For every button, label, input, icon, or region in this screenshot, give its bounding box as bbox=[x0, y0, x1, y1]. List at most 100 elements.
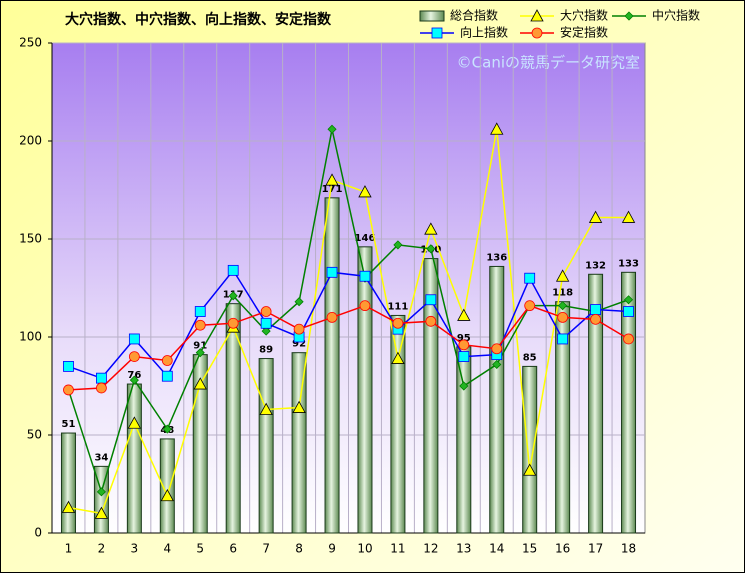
point bbox=[161, 370, 173, 382]
point bbox=[228, 291, 238, 301]
x-tick-label: 6 bbox=[229, 542, 237, 556]
point bbox=[161, 355, 173, 366]
point bbox=[590, 304, 601, 315]
x-tick-label: 14 bbox=[489, 542, 504, 556]
chart-title: 大穴指数、中穴指数、向上指数、安定指数 bbox=[65, 11, 332, 28]
legend-marker bbox=[624, 11, 634, 21]
point bbox=[195, 348, 205, 358]
point bbox=[227, 317, 239, 329]
point bbox=[393, 240, 403, 250]
value-label: 118 bbox=[552, 288, 573, 299]
point bbox=[623, 295, 634, 305]
point bbox=[457, 308, 471, 321]
x-tick-label: 2 bbox=[98, 542, 106, 556]
point bbox=[294, 297, 304, 307]
bar bbox=[522, 365, 538, 534]
point bbox=[129, 375, 139, 385]
point bbox=[524, 300, 536, 312]
bar bbox=[390, 314, 406, 534]
value-label: 34 bbox=[94, 452, 108, 463]
value-label: 132 bbox=[585, 260, 606, 271]
line bbox=[67, 129, 629, 495]
value-label: 111 bbox=[387, 301, 408, 312]
legend-marker bbox=[531, 27, 543, 39]
bar bbox=[588, 273, 604, 534]
bar bbox=[291, 352, 307, 534]
point bbox=[588, 210, 603, 223]
bar bbox=[126, 383, 142, 534]
bar bbox=[324, 197, 340, 534]
point bbox=[162, 424, 172, 434]
point bbox=[194, 319, 206, 331]
bar bbox=[456, 346, 472, 534]
point bbox=[94, 506, 109, 519]
legend-marker bbox=[431, 27, 443, 39]
y-tick-label: 200 bbox=[19, 134, 42, 148]
point bbox=[490, 122, 504, 135]
point bbox=[557, 311, 569, 323]
point bbox=[523, 463, 537, 476]
point bbox=[260, 317, 272, 329]
x-tick-label: 17 bbox=[588, 542, 603, 556]
y-tick-label: 150 bbox=[19, 232, 42, 246]
point bbox=[621, 210, 636, 223]
point bbox=[63, 384, 74, 396]
point bbox=[392, 317, 404, 329]
point bbox=[325, 173, 339, 186]
x-tick-label: 3 bbox=[131, 542, 139, 556]
x-tick-label: 5 bbox=[196, 542, 204, 556]
point bbox=[128, 351, 140, 363]
point bbox=[557, 333, 569, 345]
point bbox=[491, 343, 503, 355]
point bbox=[259, 402, 273, 415]
point bbox=[326, 311, 338, 323]
y-tick-label: 250 bbox=[19, 36, 42, 50]
point bbox=[292, 400, 306, 413]
point bbox=[623, 333, 634, 345]
value-label: 95 bbox=[457, 333, 471, 344]
y-tick-label: 50 bbox=[27, 428, 42, 442]
point bbox=[96, 487, 106, 497]
point bbox=[160, 488, 174, 502]
line bbox=[68, 304, 629, 391]
point bbox=[61, 500, 76, 513]
point bbox=[326, 266, 338, 278]
point bbox=[193, 377, 207, 390]
x-tick-label: 10 bbox=[357, 542, 372, 556]
y-tick-label: 100 bbox=[19, 330, 42, 344]
point bbox=[260, 306, 272, 317]
point bbox=[227, 264, 239, 276]
value-label: 136 bbox=[486, 252, 507, 263]
point bbox=[96, 382, 107, 394]
legend-label: 安定指数 bbox=[560, 25, 608, 40]
bar bbox=[489, 265, 505, 534]
point bbox=[555, 269, 570, 282]
point bbox=[623, 306, 634, 317]
x-tick-label: 16 bbox=[555, 542, 570, 556]
x-tick-label: 11 bbox=[390, 542, 405, 556]
x-tick-label: 7 bbox=[262, 542, 270, 556]
point bbox=[293, 323, 305, 335]
x-tick-label: 9 bbox=[328, 542, 336, 556]
bar bbox=[159, 438, 175, 534]
point bbox=[425, 315, 437, 327]
y-tick-label: 0 bbox=[34, 526, 42, 540]
point bbox=[492, 359, 502, 370]
value-label: 171 bbox=[322, 184, 343, 195]
point bbox=[96, 372, 107, 384]
point bbox=[127, 416, 142, 429]
value-label: 92 bbox=[292, 339, 306, 350]
point bbox=[459, 381, 469, 391]
point bbox=[359, 270, 371, 282]
value-label: 76 bbox=[127, 370, 141, 381]
x-tick-label: 1 bbox=[65, 542, 73, 556]
point bbox=[261, 326, 271, 336]
watermark: ©Caniの競馬データ研究室 bbox=[457, 54, 640, 72]
point bbox=[359, 300, 371, 312]
x-tick-label: 13 bbox=[456, 542, 471, 556]
x-tick-label: 8 bbox=[295, 542, 303, 556]
point bbox=[458, 351, 470, 363]
value-label: 51 bbox=[62, 419, 76, 430]
bar bbox=[423, 258, 439, 534]
legend-label: 中穴指数 bbox=[652, 8, 700, 23]
